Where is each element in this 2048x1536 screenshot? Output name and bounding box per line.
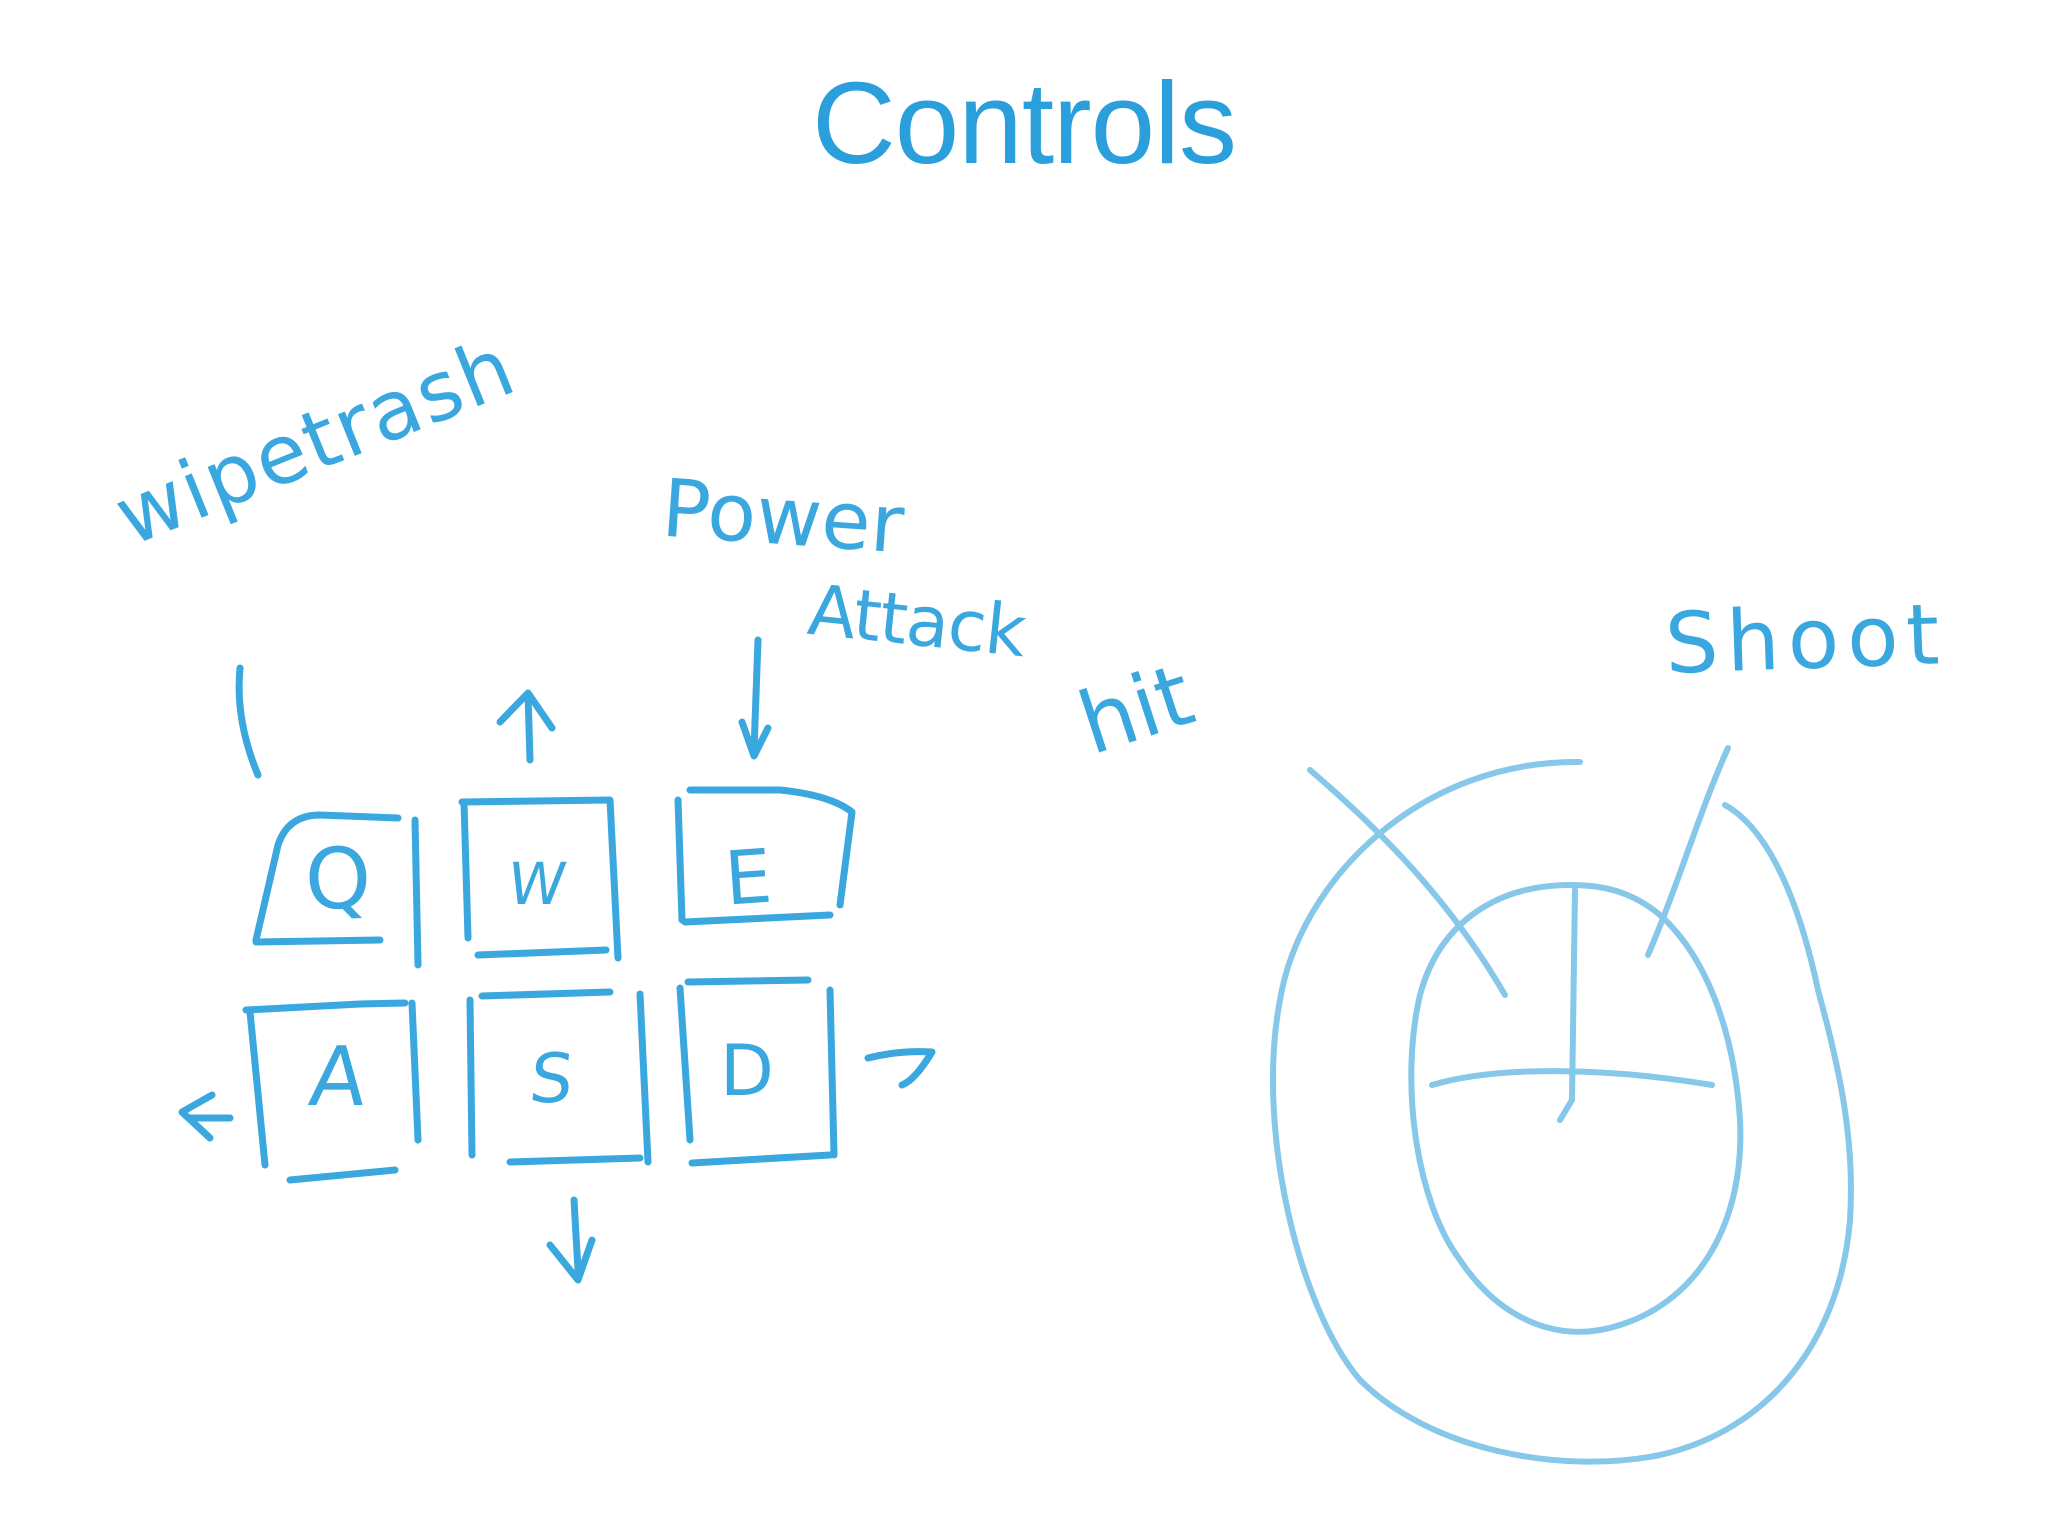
shoot-pointer <box>1645 745 1731 958</box>
keyboard-diagram <box>178 636 936 1284</box>
power-label: Power <box>659 461 907 572</box>
key-d-letter: D <box>720 1030 774 1112</box>
mouse-inner-outline <box>1408 882 1744 1335</box>
key-q-letter: Q <box>303 828 373 930</box>
mouse-horizontal-divider <box>1429 1068 1715 1088</box>
key-s <box>466 988 652 1166</box>
wipetrash-pointer <box>235 664 262 779</box>
up-arrow-icon <box>496 689 556 764</box>
key-w-letter: W <box>503 850 571 918</box>
mouse-outer-outline <box>1269 758 1854 1465</box>
power-attack-pointer <box>738 636 772 760</box>
right-arrow-icon <box>864 1048 936 1089</box>
key-s-letter: S <box>525 1040 578 1119</box>
key-q <box>252 811 422 969</box>
mouse-icon <box>1269 745 1854 1465</box>
shoot-label: Shoot <box>1663 585 1949 693</box>
key-a-letter: A <box>305 1030 372 1125</box>
key-d <box>676 976 838 1167</box>
left-arrow-icon <box>178 1091 234 1142</box>
key-e-letter: E <box>722 833 775 923</box>
key-w <box>458 796 622 962</box>
key-a <box>242 999 422 1184</box>
mouse-button-divider <box>1557 887 1578 1123</box>
page-title: Controls <box>812 58 1237 188</box>
key-e <box>674 786 856 926</box>
down-arrow-icon <box>546 1196 596 1284</box>
hit-pointer <box>1307 767 1508 998</box>
